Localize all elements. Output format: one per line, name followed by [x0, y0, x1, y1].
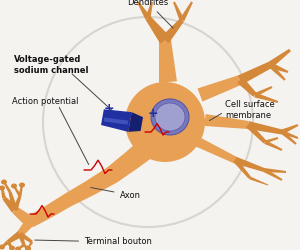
Polygon shape — [263, 168, 283, 181]
Polygon shape — [238, 62, 272, 84]
Text: +: + — [148, 107, 159, 120]
Ellipse shape — [25, 246, 31, 250]
Polygon shape — [254, 86, 272, 97]
Polygon shape — [264, 168, 286, 173]
Polygon shape — [28, 241, 33, 248]
Polygon shape — [254, 92, 278, 103]
Ellipse shape — [0, 186, 5, 190]
Ellipse shape — [25, 246, 31, 250]
Text: Action potential: Action potential — [12, 98, 79, 106]
Polygon shape — [268, 49, 291, 68]
Polygon shape — [137, 2, 151, 20]
Ellipse shape — [125, 82, 205, 162]
Text: +: + — [104, 102, 115, 115]
Polygon shape — [19, 232, 33, 243]
Ellipse shape — [9, 246, 15, 250]
Text: Voltage-gated
sodium channel: Voltage-gated sodium channel — [14, 55, 88, 75]
Polygon shape — [17, 219, 34, 236]
Polygon shape — [265, 137, 278, 143]
Text: Axon: Axon — [91, 188, 140, 200]
Polygon shape — [281, 130, 298, 139]
Polygon shape — [128, 112, 143, 132]
Text: Cell surface
membrane: Cell surface membrane — [225, 100, 275, 120]
Polygon shape — [234, 157, 265, 172]
Ellipse shape — [15, 246, 21, 250]
Ellipse shape — [0, 244, 5, 250]
Polygon shape — [6, 241, 13, 248]
Polygon shape — [269, 62, 288, 73]
Ellipse shape — [1, 180, 7, 184]
Polygon shape — [13, 207, 34, 227]
Polygon shape — [246, 123, 266, 144]
Ellipse shape — [151, 99, 189, 135]
Polygon shape — [180, 2, 193, 21]
Polygon shape — [233, 158, 251, 179]
Polygon shape — [2, 197, 18, 213]
Polygon shape — [281, 124, 298, 134]
Polygon shape — [268, 63, 286, 81]
Polygon shape — [161, 18, 184, 43]
Polygon shape — [173, 2, 184, 21]
Polygon shape — [146, 16, 170, 44]
Polygon shape — [237, 77, 257, 97]
Ellipse shape — [19, 182, 25, 188]
Polygon shape — [2, 240, 9, 248]
Ellipse shape — [155, 103, 185, 131]
Polygon shape — [9, 192, 18, 211]
Polygon shape — [1, 188, 6, 198]
Polygon shape — [204, 114, 248, 129]
Polygon shape — [27, 138, 155, 227]
Polygon shape — [3, 182, 11, 193]
Polygon shape — [18, 233, 26, 245]
Polygon shape — [17, 244, 25, 250]
Polygon shape — [196, 138, 236, 163]
Polygon shape — [197, 75, 242, 102]
Polygon shape — [7, 231, 22, 244]
Polygon shape — [101, 109, 132, 132]
Polygon shape — [159, 40, 177, 83]
Text: Dendrites: Dendrites — [128, 0, 173, 28]
Polygon shape — [247, 121, 283, 134]
Polygon shape — [13, 196, 21, 211]
Ellipse shape — [11, 184, 17, 188]
Text: Terminal bouton: Terminal bouton — [35, 238, 152, 246]
Polygon shape — [19, 185, 23, 196]
Polygon shape — [146, 2, 153, 18]
Polygon shape — [104, 118, 128, 124]
Polygon shape — [23, 244, 29, 250]
Polygon shape — [250, 176, 268, 186]
Polygon shape — [13, 186, 21, 197]
Polygon shape — [264, 140, 282, 151]
Polygon shape — [281, 130, 297, 145]
